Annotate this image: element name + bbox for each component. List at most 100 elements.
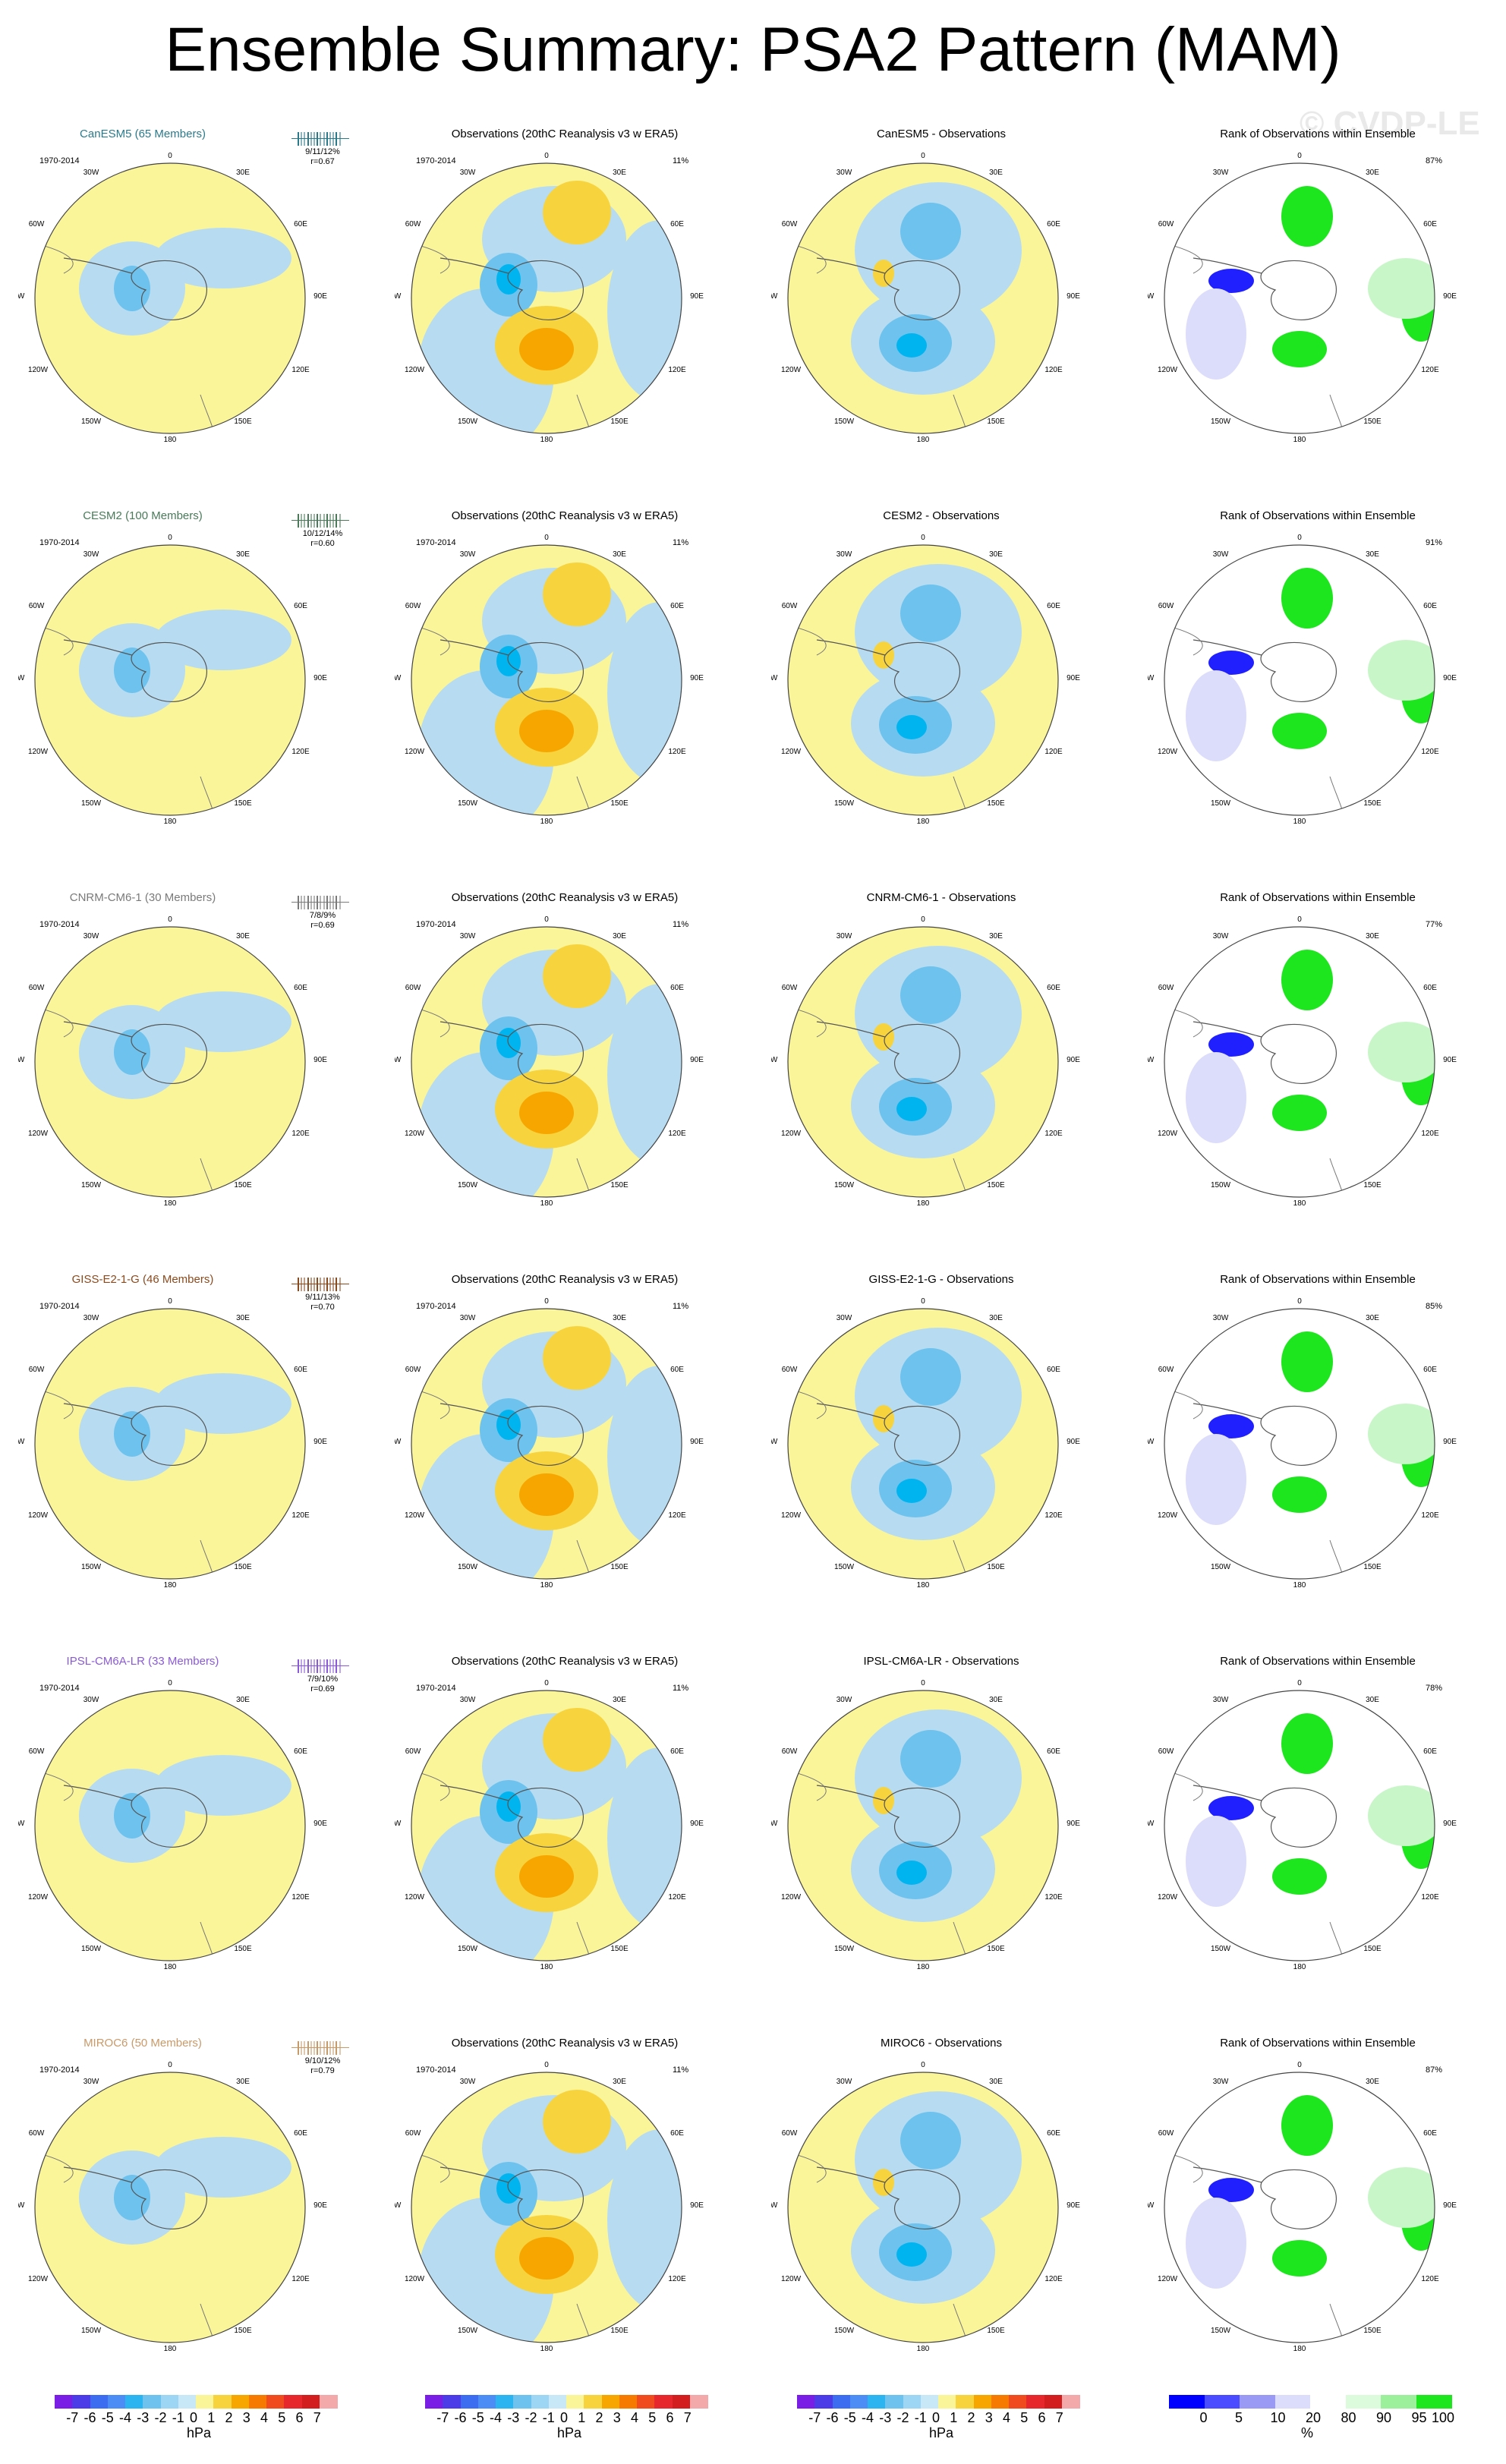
rank-range-text: 7/8/9% bbox=[309, 911, 336, 920]
lon-label: 60W bbox=[29, 1747, 45, 1756]
lon-label: 90W bbox=[18, 674, 25, 682]
field-contour-2 bbox=[114, 2175, 150, 2220]
map-outline bbox=[1164, 2072, 1435, 2343]
colorbar bbox=[1169, 2395, 1452, 2409]
period-label: 1970-2014 bbox=[416, 2065, 456, 2075]
panel-title: MIROC6 (50 Members) bbox=[83, 2037, 202, 2050]
peninsula-coastline bbox=[440, 1021, 509, 1038]
lon-label: 150W bbox=[1211, 1563, 1231, 1571]
rank-percent: 85% bbox=[1426, 1302, 1443, 1311]
colorbar-tick-label: -2 bbox=[896, 2410, 909, 2425]
panel-title: CNRM-CM6-1 - Observations bbox=[866, 891, 1016, 904]
lon-label: 60W bbox=[29, 1366, 45, 1374]
antarctica-coastline bbox=[131, 260, 207, 320]
lon-label: 180 bbox=[164, 1581, 177, 1590]
antarctica-coastline bbox=[884, 1405, 960, 1466]
field-contour-5 bbox=[1368, 640, 1435, 701]
lon-label: 90E bbox=[1443, 1438, 1457, 1446]
lon-label: 60W bbox=[782, 220, 798, 228]
new-zealand-coastline bbox=[953, 776, 969, 815]
lon-label: 0 bbox=[544, 915, 549, 924]
period-label: 1970-2014 bbox=[39, 156, 80, 165]
ensemble-stats: 7/9/10% r=0.69 bbox=[288, 1675, 357, 1694]
lon-label: 30W bbox=[460, 169, 476, 177]
lon-label: 0 bbox=[921, 1679, 925, 1687]
polar-map-diff: 0 30E 60E 90E 120E 150E 180 150W 120W 90W 60W 30W bbox=[771, 152, 1080, 444]
member-tick bbox=[301, 2041, 303, 2055]
lon-label: 150W bbox=[834, 1563, 855, 1571]
lon-label: 60W bbox=[405, 1366, 421, 1374]
panel-title: Observations (20thC Reanalysis v3 w ERA5… bbox=[451, 1273, 679, 1286]
lon-label: 30E bbox=[236, 2078, 250, 2086]
colorbar-tick-label: -1 bbox=[542, 2410, 555, 2425]
member-tick bbox=[304, 1659, 306, 1673]
lon-label: 60W bbox=[782, 2129, 798, 2138]
lon-label: 90E bbox=[1066, 1056, 1080, 1064]
colorbar-swatch bbox=[637, 2395, 655, 2409]
colorbar-swatch bbox=[160, 2395, 179, 2409]
colorbar-swatch bbox=[425, 2395, 443, 2409]
peninsula-coastline bbox=[1193, 1785, 1262, 1801]
colorbar-unit: % bbox=[1301, 2425, 1314, 2440]
lon-label: 120E bbox=[668, 1893, 686, 1902]
member-tick bbox=[336, 514, 338, 528]
explained-variance: 11% bbox=[673, 538, 689, 547]
lon-label: 0 bbox=[168, 152, 172, 160]
field-contour-1 bbox=[1272, 331, 1327, 367]
lon-label: 30W bbox=[836, 1696, 852, 1704]
colorbar-swatch bbox=[1061, 2395, 1080, 2409]
lon-label: 120W bbox=[28, 1130, 49, 1138]
lon-label: 30E bbox=[236, 550, 250, 559]
field-contour-4 bbox=[1186, 2198, 1246, 2289]
map-outline bbox=[34, 1308, 306, 1580]
field-contour-1 bbox=[1272, 713, 1327, 749]
colorbar-swatch bbox=[1310, 2395, 1346, 2409]
lon-label: 150E bbox=[987, 1181, 1005, 1189]
lon-label: 30W bbox=[460, 1314, 476, 1322]
peninsula-coastline bbox=[1193, 257, 1262, 274]
panel-title: GISS-E2-1-G (46 Members) bbox=[71, 1273, 214, 1286]
lon-label: 120W bbox=[781, 366, 802, 374]
lon-label: 180 bbox=[1293, 818, 1306, 826]
lon-label: 0 bbox=[168, 915, 172, 924]
lon-label: 60W bbox=[1158, 984, 1174, 992]
colorbar-tick-label: -6 bbox=[83, 2410, 96, 2425]
lon-label: 60W bbox=[405, 984, 421, 992]
new-zealand-coastline bbox=[1329, 394, 1345, 433]
lon-label: 30E bbox=[236, 169, 250, 177]
peninsula-coastline bbox=[816, 2166, 886, 2183]
field-contour-2 bbox=[900, 966, 961, 1024]
ensemble-stats: 9/11/12% r=0.67 bbox=[288, 147, 357, 167]
lon-label: 30E bbox=[236, 932, 250, 941]
lon-label: 90W bbox=[1148, 1438, 1155, 1446]
lon-label: 30W bbox=[1213, 550, 1229, 559]
field-contour-1 bbox=[607, 220, 682, 402]
lon-label: 30W bbox=[83, 550, 99, 559]
lon-label: 180 bbox=[164, 436, 177, 444]
polar-map-model: 0 30E 60E 90E 120E 150E 180 150W 120W 90W 60W 30W bbox=[18, 534, 327, 826]
pattern-correlation: r=0.60 bbox=[310, 539, 335, 548]
polar-map-obs: 0 30E 60E 90E 120E 150E 180 150W 120W 90W 60W 30W bbox=[395, 2061, 704, 2353]
map-outline bbox=[34, 926, 306, 1198]
new-zealand-coastline bbox=[1329, 776, 1345, 815]
antarctica-coastline bbox=[1260, 1023, 1337, 1084]
lon-label: 30E bbox=[1366, 169, 1379, 177]
lon-label: 60E bbox=[294, 984, 307, 992]
lon-label: 30E bbox=[989, 932, 1003, 941]
colorbar-swatch bbox=[107, 2395, 126, 2409]
new-zealand-coastline bbox=[576, 394, 592, 433]
member-tick bbox=[339, 132, 341, 146]
polar-map-obs: 0 30E 60E 90E 120E 150E 180 150W 120W 90W 60W 30W bbox=[395, 915, 704, 1208]
antarctica-coastline bbox=[884, 1787, 960, 1848]
lon-label: 60W bbox=[405, 2129, 421, 2138]
panel-diff-row-0: CanESM5 - Observations 0 30E 60E 90E 120E 150E… bbox=[753, 121, 1130, 504]
map-outline bbox=[411, 1690, 682, 1961]
polar-map-rank: 0 30E 60E 90E 120E 150E 180 150W 120W 90W 60W 30W bbox=[1148, 2061, 1457, 2353]
field-contour-2 bbox=[114, 266, 150, 311]
lon-label: 30W bbox=[83, 1314, 99, 1322]
member-tick bbox=[323, 132, 325, 146]
lon-label: 0 bbox=[544, 534, 549, 542]
lon-label: 180 bbox=[540, 1963, 553, 1971]
ensemble-spread-strip bbox=[291, 2041, 349, 2055]
lon-label: 90E bbox=[313, 1438, 327, 1446]
